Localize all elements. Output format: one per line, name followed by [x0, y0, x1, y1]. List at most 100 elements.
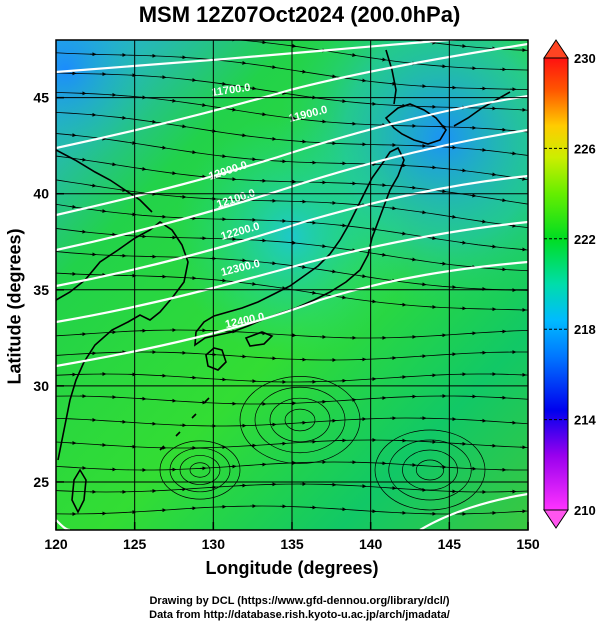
wind-arrow: [179, 124, 187, 129]
wind-arrow: [359, 274, 367, 279]
vortex-streamline: [239, 376, 361, 464]
wind-arrow: [319, 119, 327, 124]
wind-arrow: [339, 295, 347, 300]
wind-arrow: [339, 99, 347, 104]
wind-arrow: [399, 302, 407, 307]
vortex-streamline: [402, 449, 458, 491]
temperature-field: 11700.0 11900.0 12000.0 12100.0 12200.0 …: [56, 22, 528, 530]
y-tick-label: 40: [33, 186, 49, 202]
vortex-streamline: [254, 386, 346, 454]
wind-arrow: [329, 269, 337, 274]
wind-arrow: [149, 119, 157, 124]
wind-arrow: [479, 219, 487, 224]
wind-arrow: [399, 231, 407, 236]
wind-arrow: [269, 261, 277, 266]
chart-title: MSM 12Z07Oct2024 (200.0hPa): [138, 2, 461, 27]
lat-lon-grid: [56, 40, 528, 530]
colorbar-tick-label: 222: [574, 232, 596, 247]
wind-arrow: [269, 65, 277, 70]
y-axis-label: Latitude (degrees): [4, 228, 25, 385]
wind-arrow: [239, 133, 247, 138]
wind-arrow: [99, 209, 107, 213]
wind-arrow: [249, 157, 257, 162]
wind-arrow: [379, 57, 387, 62]
wind-arrow: [402, 40, 407, 41]
wind-arrow: [229, 107, 237, 112]
streamline: [410, 40, 528, 51]
wind-arrow: [449, 214, 457, 219]
vortex-streamline: [284, 408, 316, 432]
wind-arrow: [299, 69, 307, 74]
wind-arrow: [169, 98, 177, 103]
wind-arrow: [459, 44, 467, 49]
wind-arrow: [259, 112, 267, 117]
wind-arrow: [280, 22, 286, 23]
wind-arrow: [509, 223, 517, 228]
vortex-streamline: [159, 440, 241, 500]
vortex-streamline: [179, 455, 221, 485]
wind-arrow: [499, 198, 507, 203]
y-tick-label: 30: [33, 378, 49, 394]
wind-arrow: [189, 150, 197, 155]
x-tick-label: 120: [44, 536, 68, 552]
colorbar-tick-label: 226: [574, 141, 596, 156]
wind-arrow: [370, 33, 376, 34]
y-tick-label: 45: [33, 90, 49, 106]
wind-arrow: [459, 240, 467, 245]
wind-arrow: [69, 204, 77, 209]
x-axis-ticks: 120 125 130 135 140 145 150: [44, 522, 540, 552]
vortex-streamline: [388, 439, 472, 501]
wind-arrow: [219, 154, 227, 159]
colorbar-tick-label: 218: [574, 322, 596, 337]
height-contours: [56, 40, 528, 530]
colorbar-tick-label: 230: [574, 51, 596, 66]
wind-arrow: [339, 223, 347, 228]
x-tick-label: 135: [280, 536, 304, 552]
wind-arrow: [439, 189, 447, 194]
wind-arrow: [249, 86, 257, 91]
wind-arrow: [189, 78, 197, 83]
y-tick-label: 35: [33, 282, 49, 298]
wind-arrow: [219, 278, 227, 283]
wind-arrow: [509, 151, 517, 156]
wind-arrow: [299, 265, 307, 269]
wind-arrow: [340, 29, 346, 30]
x-tick-label: 130: [202, 536, 226, 552]
wind-arrow: [359, 78, 367, 83]
wind-arrow: [459, 168, 467, 173]
vortex-streamline: [189, 462, 211, 478]
wind-arrow: [249, 281, 257, 286]
wind-arrow: [489, 172, 497, 177]
x-tick-label: 140: [359, 536, 383, 552]
wind-arrow: [199, 103, 207, 107]
wind-arrow: [199, 174, 207, 179]
y-axis-ticks: 25 30 35 40 45: [33, 90, 64, 490]
x-tick-label: 150: [516, 536, 540, 552]
wind-arrow: [409, 185, 417, 190]
colorbar-ticks: 210 214 218 222 226 230: [544, 51, 596, 518]
wind-arrow: [389, 206, 397, 211]
vortex-streamline: [169, 447, 231, 493]
wind-arrow: [169, 171, 177, 176]
credit-drawing: Drawing by DCL (https://www.gfd-dennou.o…: [149, 595, 450, 607]
wind-arrow: [329, 74, 337, 79]
x-axis-label: Longitude (degrees): [205, 558, 379, 578]
wind-arrow: [429, 236, 437, 241]
contour-label: 11700.0: [211, 82, 251, 99]
vortex-streamline: [269, 397, 331, 443]
y-tick-label: 25: [33, 474, 49, 490]
vortex-streamline: [415, 459, 445, 481]
x-tick-label: 145: [438, 536, 462, 552]
wind-arrow: [419, 282, 427, 287]
wind-arrow: [79, 157, 87, 162]
colorbar: 210 214 218 222 226 230: [543, 39, 596, 529]
wind-arrow: [419, 210, 427, 215]
wind-arrow: [89, 183, 97, 188]
wind-arrow: [519, 176, 527, 181]
colorbar-tick-label: 214: [574, 413, 596, 428]
colorbar-body: [543, 57, 569, 511]
wind-arrow: [429, 165, 437, 170]
wind-arrow: [69, 133, 77, 138]
wind-arrow: [289, 43, 297, 48]
